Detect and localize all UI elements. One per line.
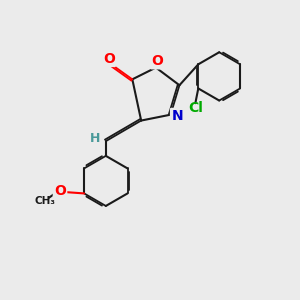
Text: O: O [54, 184, 66, 198]
Text: H: H [90, 132, 101, 145]
Text: Cl: Cl [188, 100, 203, 115]
Text: O: O [152, 54, 163, 68]
Text: O: O [103, 52, 115, 66]
Text: N: N [171, 109, 183, 123]
Text: CH₃: CH₃ [35, 196, 56, 206]
